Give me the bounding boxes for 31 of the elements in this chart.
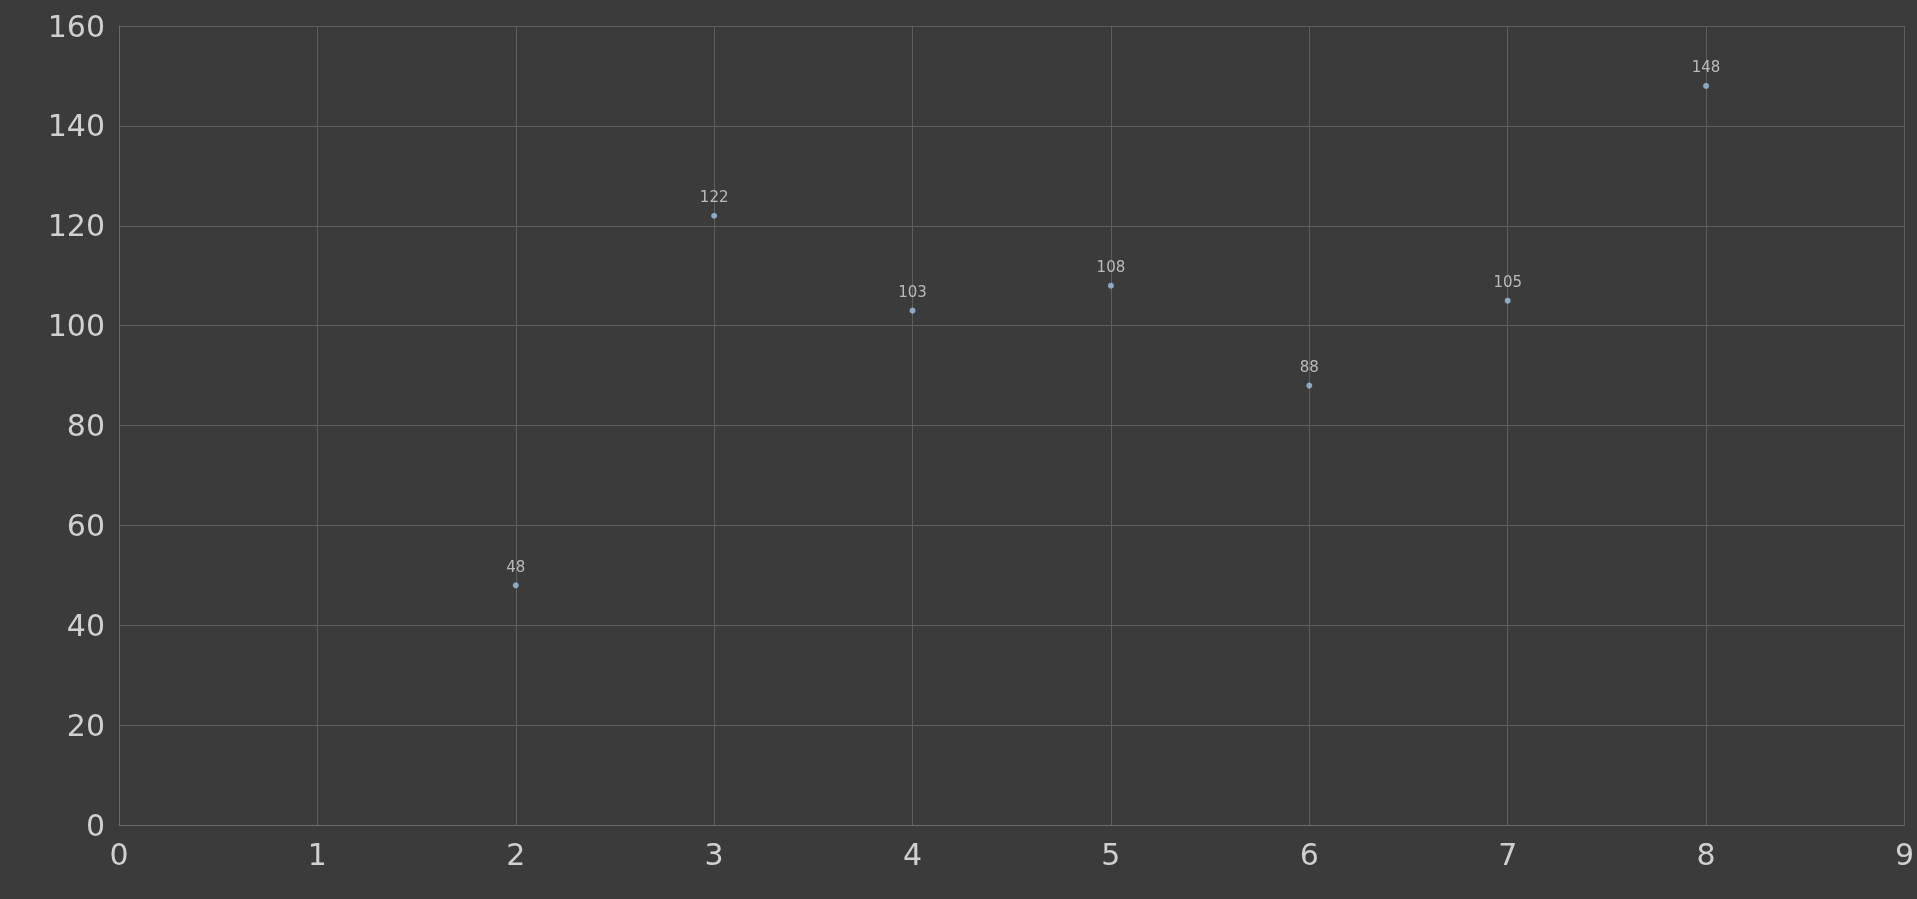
x-tick-label: 1 (307, 836, 327, 872)
data-label: 105 (1493, 273, 1523, 292)
y-tick-label: 60 (66, 507, 105, 543)
x-tick-label: 0 (109, 836, 129, 872)
point (1504, 297, 1511, 304)
y-tick-label: 100 (47, 308, 105, 344)
y-tick-label: 40 (66, 607, 105, 643)
y-tick-label: 160 (47, 8, 105, 44)
x-tick-label: 4 (902, 836, 923, 872)
data-label: 103 (898, 283, 927, 302)
point (1107, 282, 1114, 289)
data-label: 108 (1096, 258, 1126, 277)
x-tick-label: 2 (506, 836, 526, 872)
data-label: 148 (1691, 58, 1721, 77)
point (512, 582, 519, 589)
x-tick-label: 3 (704, 836, 724, 872)
y-tick-label: 0 (85, 807, 105, 843)
data-label: 48 (506, 557, 526, 576)
y-tick-label: 20 (66, 707, 105, 743)
point (711, 212, 718, 219)
x-tick-label: 8 (1696, 836, 1716, 872)
y-tick-label: 140 (47, 108, 105, 144)
x-tick-label: 5 (1101, 836, 1121, 872)
x-tick-label: 9 (1894, 836, 1914, 872)
x-tick-label: 7 (1498, 836, 1518, 872)
data-label: 88 (1299, 358, 1319, 377)
y-tick-label: 80 (66, 408, 105, 443)
y-tick-label: 120 (47, 208, 105, 244)
point (1703, 82, 1710, 89)
data-label: 122 (699, 188, 729, 207)
x-tick-label: 6 (1299, 836, 1319, 872)
